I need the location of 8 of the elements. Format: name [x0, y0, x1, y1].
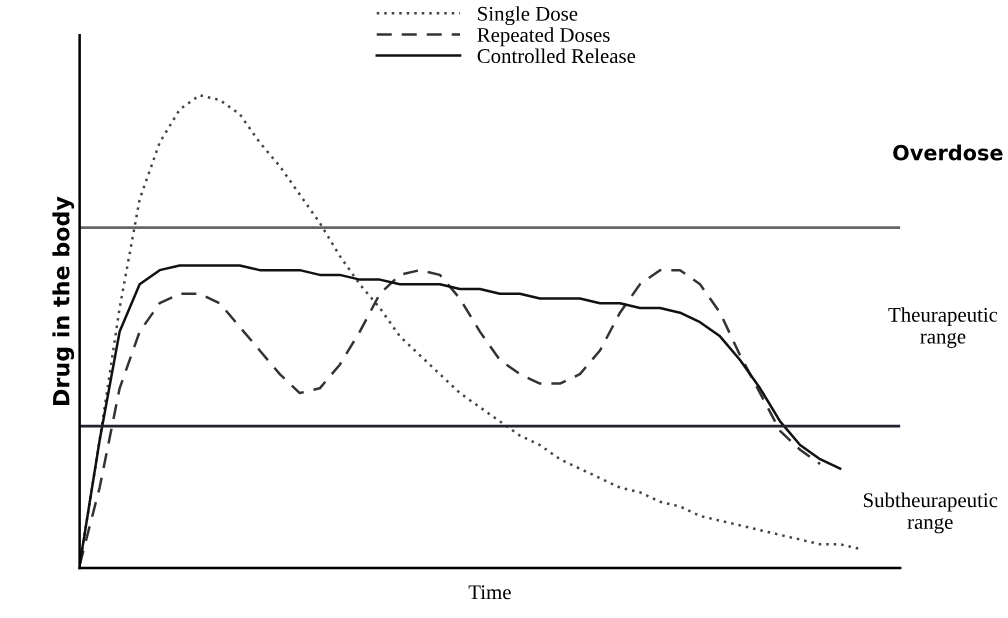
x-axis-title: Time — [468, 585, 511, 600]
legend-label: Repeated Doses — [477, 27, 610, 47]
annotation: Subtheurapeutic range — [863, 492, 998, 534]
text: Overdose — [893, 144, 1003, 161]
text: Theurapeutic range — [888, 307, 998, 348]
legend-label: Controlled Release — [477, 48, 636, 64]
legend-label: Single Dose — [478, 6, 578, 26]
y-axis-title: Drug in the body — [52, 196, 75, 405]
